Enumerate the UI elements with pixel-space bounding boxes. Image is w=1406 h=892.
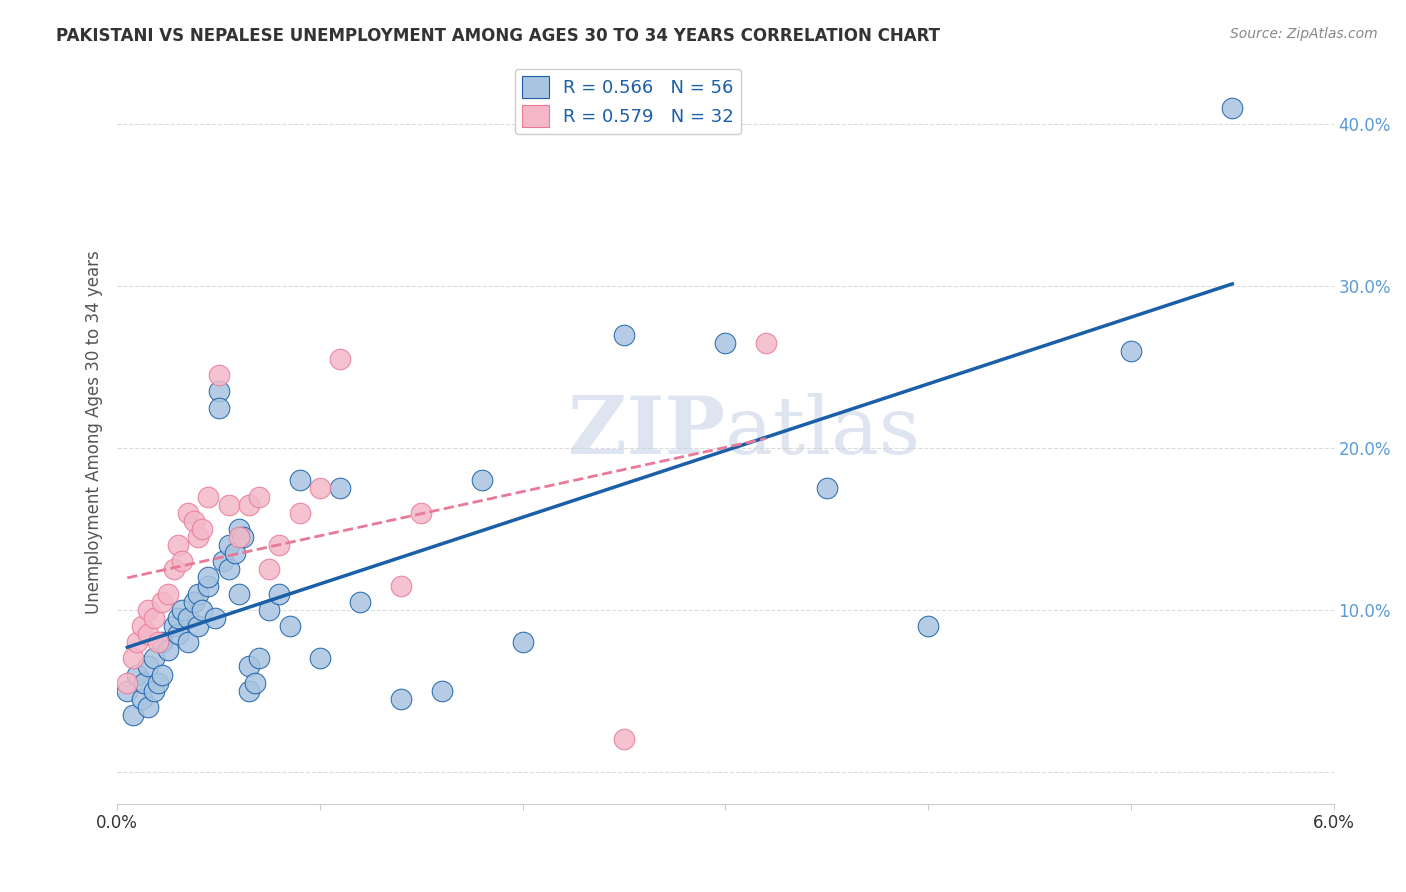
- Point: [389, 578, 412, 592]
- Point: [349, 595, 371, 609]
- Text: PAKISTANI VS NEPALESE UNEMPLOYMENT AMONG AGES 30 TO 34 YEARS CORRELATION CHART: PAKISTANI VS NEPALESE UNEMPLOYMENT AMONG…: [56, 27, 941, 45]
- Point: [207, 401, 229, 415]
- Point: [755, 335, 778, 350]
- Point: [156, 643, 179, 657]
- Point: [177, 506, 200, 520]
- Point: [122, 651, 145, 665]
- Point: [238, 683, 260, 698]
- Point: [288, 506, 311, 520]
- Point: [512, 635, 534, 649]
- Point: [243, 675, 266, 690]
- Point: [411, 506, 433, 520]
- Point: [309, 651, 332, 665]
- Point: [197, 490, 219, 504]
- Point: [191, 522, 214, 536]
- Point: [117, 683, 139, 698]
- Point: [136, 603, 159, 617]
- Point: [288, 473, 311, 487]
- Point: [917, 619, 939, 633]
- Point: [1220, 101, 1243, 115]
- Point: [132, 675, 155, 690]
- Point: [613, 732, 636, 747]
- Point: [187, 530, 209, 544]
- Point: [146, 675, 169, 690]
- Point: [269, 586, 291, 600]
- Point: [247, 651, 270, 665]
- Point: [150, 667, 173, 681]
- Point: [238, 498, 260, 512]
- Point: [207, 384, 229, 399]
- Point: [613, 327, 636, 342]
- Point: [389, 691, 412, 706]
- Point: [131, 619, 153, 633]
- Point: [197, 578, 219, 592]
- Point: [167, 611, 190, 625]
- Point: [228, 586, 250, 600]
- Point: [204, 611, 226, 625]
- Text: Source: ZipAtlas.com: Source: ZipAtlas.com: [1230, 27, 1378, 41]
- Point: [163, 619, 186, 633]
- Point: [218, 562, 240, 576]
- Point: [224, 546, 246, 560]
- Point: [127, 667, 149, 681]
- Text: atlas: atlas: [725, 392, 921, 471]
- Point: [247, 490, 270, 504]
- Point: [167, 627, 190, 641]
- Y-axis label: Unemployment Among Ages 30 to 34 years: Unemployment Among Ages 30 to 34 years: [86, 250, 103, 614]
- Point: [278, 619, 301, 633]
- Point: [232, 530, 254, 544]
- Point: [142, 683, 165, 698]
- Point: [714, 335, 737, 350]
- Point: [183, 595, 205, 609]
- Point: [309, 482, 332, 496]
- Point: [136, 699, 159, 714]
- Point: [238, 659, 260, 673]
- Point: [167, 538, 190, 552]
- Point: [1119, 343, 1142, 358]
- Point: [163, 562, 186, 576]
- Point: [170, 554, 193, 568]
- Point: [156, 586, 179, 600]
- Point: [218, 538, 240, 552]
- Point: [187, 586, 209, 600]
- Point: [218, 498, 240, 512]
- Point: [177, 611, 200, 625]
- Point: [117, 675, 139, 690]
- Point: [183, 514, 205, 528]
- Point: [430, 683, 453, 698]
- Point: [142, 651, 165, 665]
- Point: [257, 562, 280, 576]
- Point: [127, 635, 149, 649]
- Point: [329, 482, 352, 496]
- Point: [471, 473, 494, 487]
- Point: [131, 691, 153, 706]
- Point: [187, 619, 209, 633]
- Point: [228, 522, 250, 536]
- Point: [191, 603, 214, 617]
- Point: [207, 368, 229, 383]
- Point: [228, 530, 250, 544]
- Point: [197, 570, 219, 584]
- Point: [146, 635, 169, 649]
- Point: [269, 538, 291, 552]
- Point: [177, 635, 200, 649]
- Text: ZIP: ZIP: [568, 392, 725, 471]
- Point: [329, 351, 352, 366]
- Point: [142, 611, 165, 625]
- Point: [122, 708, 145, 723]
- Legend: R = 0.566   N = 56, R = 0.579   N = 32: R = 0.566 N = 56, R = 0.579 N = 32: [515, 69, 741, 135]
- Point: [211, 554, 233, 568]
- Point: [815, 482, 838, 496]
- Point: [150, 595, 173, 609]
- Point: [136, 627, 159, 641]
- Point: [170, 603, 193, 617]
- Point: [136, 659, 159, 673]
- Point: [150, 635, 173, 649]
- Point: [257, 603, 280, 617]
